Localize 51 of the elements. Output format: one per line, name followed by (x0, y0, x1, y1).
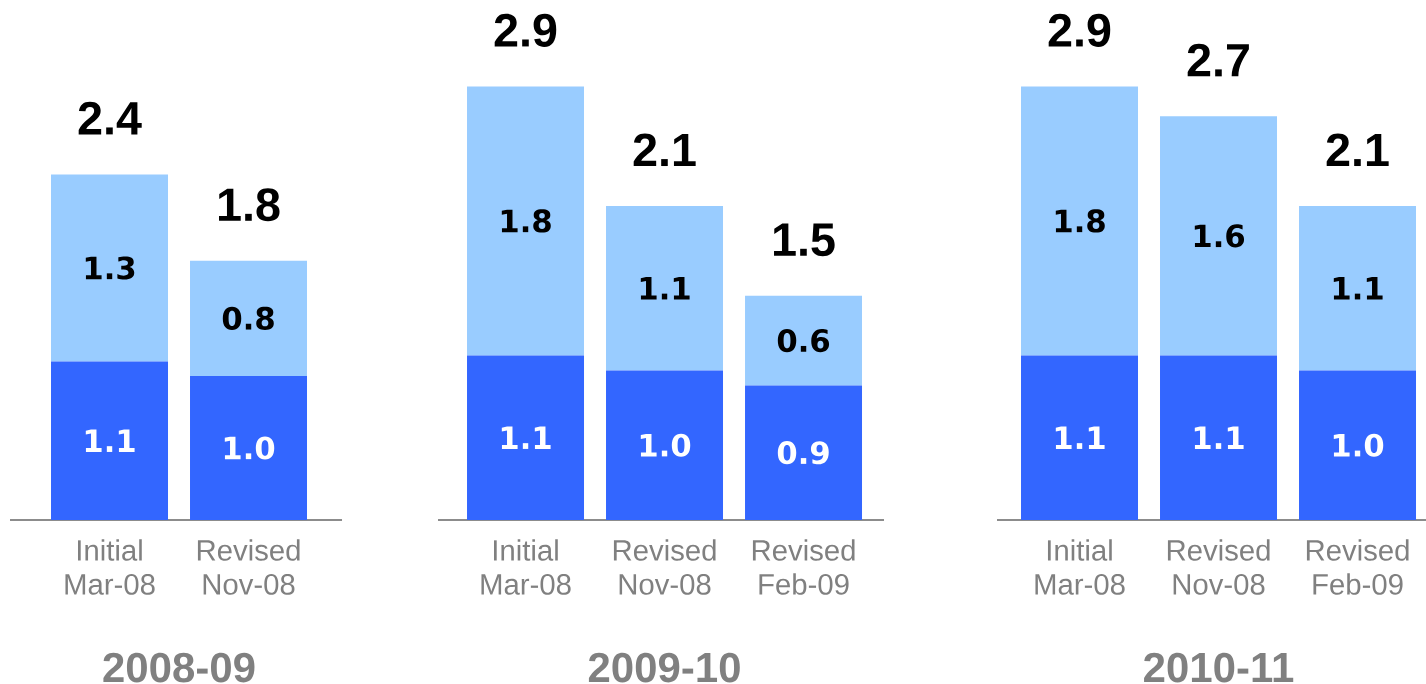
total-label: 2.9 (494, 13, 557, 47)
total-label: 2.4 (78, 101, 142, 135)
total-label: 2.9 (1048, 13, 1111, 47)
x-tick-label: Revised Feb-09 (1306, 539, 1409, 595)
total-label: 2.7 (1187, 43, 1249, 77)
bar (467, 86, 585, 356)
total-label: 2.1 (633, 133, 696, 167)
data-label: 1.1 (640, 277, 690, 300)
data-label: 0.8 (222, 306, 274, 330)
data-label: 1.8 (1055, 209, 1105, 233)
data-label: 1.3 (85, 256, 135, 280)
bar (1299, 206, 1417, 371)
total-label: 2.1 (1326, 133, 1389, 167)
data-label: 1.8 (501, 209, 551, 233)
text: 2010-11 (1144, 652, 1294, 683)
x-tick-label: Initial Mar-08 (481, 539, 571, 595)
x-tick-label: Revised Nov-08 (1167, 539, 1270, 595)
x-tick-label: Revised Feb-09 (752, 539, 855, 595)
bar (190, 260, 308, 376)
bar (1160, 116, 1278, 356)
data-label: 1.6 (1194, 224, 1245, 248)
data-label: 1.1 (1333, 277, 1383, 300)
data-label: 1.1 (501, 426, 551, 449)
data-label: 1.0 (1333, 433, 1384, 457)
total-label: 1.8 (219, 188, 280, 222)
bar (1160, 355, 1278, 520)
bar (467, 355, 585, 520)
bar (745, 385, 863, 520)
bar (606, 206, 724, 371)
x-tick-label: Initial Mar-08 (65, 539, 155, 595)
bar (606, 370, 724, 520)
data-label: 0.6 (777, 328, 830, 353)
bar (190, 375, 308, 520)
text: 2008-09 (103, 652, 255, 683)
data-label: 1.1 (1194, 426, 1244, 449)
total-label: 1.5 (774, 223, 835, 257)
data-label: 1.0 (640, 433, 691, 457)
x-tick-label: Revised Nov-08 (197, 539, 300, 595)
bar (1299, 370, 1417, 520)
x-tick-label: Initial Mar-08 (1035, 539, 1125, 595)
data-label: 0.9 (777, 441, 829, 465)
bar (51, 361, 169, 520)
bar (1021, 86, 1139, 356)
bar (1021, 355, 1139, 520)
data-label: 1.0 (224, 436, 275, 460)
bar (745, 295, 863, 386)
text: 2009-10 (588, 652, 740, 683)
data-label: 1.1 (1055, 426, 1105, 449)
x-tick-label: Revised Nov-08 (613, 539, 716, 595)
data-label: 1.1 (85, 429, 135, 452)
bar (51, 174, 169, 362)
